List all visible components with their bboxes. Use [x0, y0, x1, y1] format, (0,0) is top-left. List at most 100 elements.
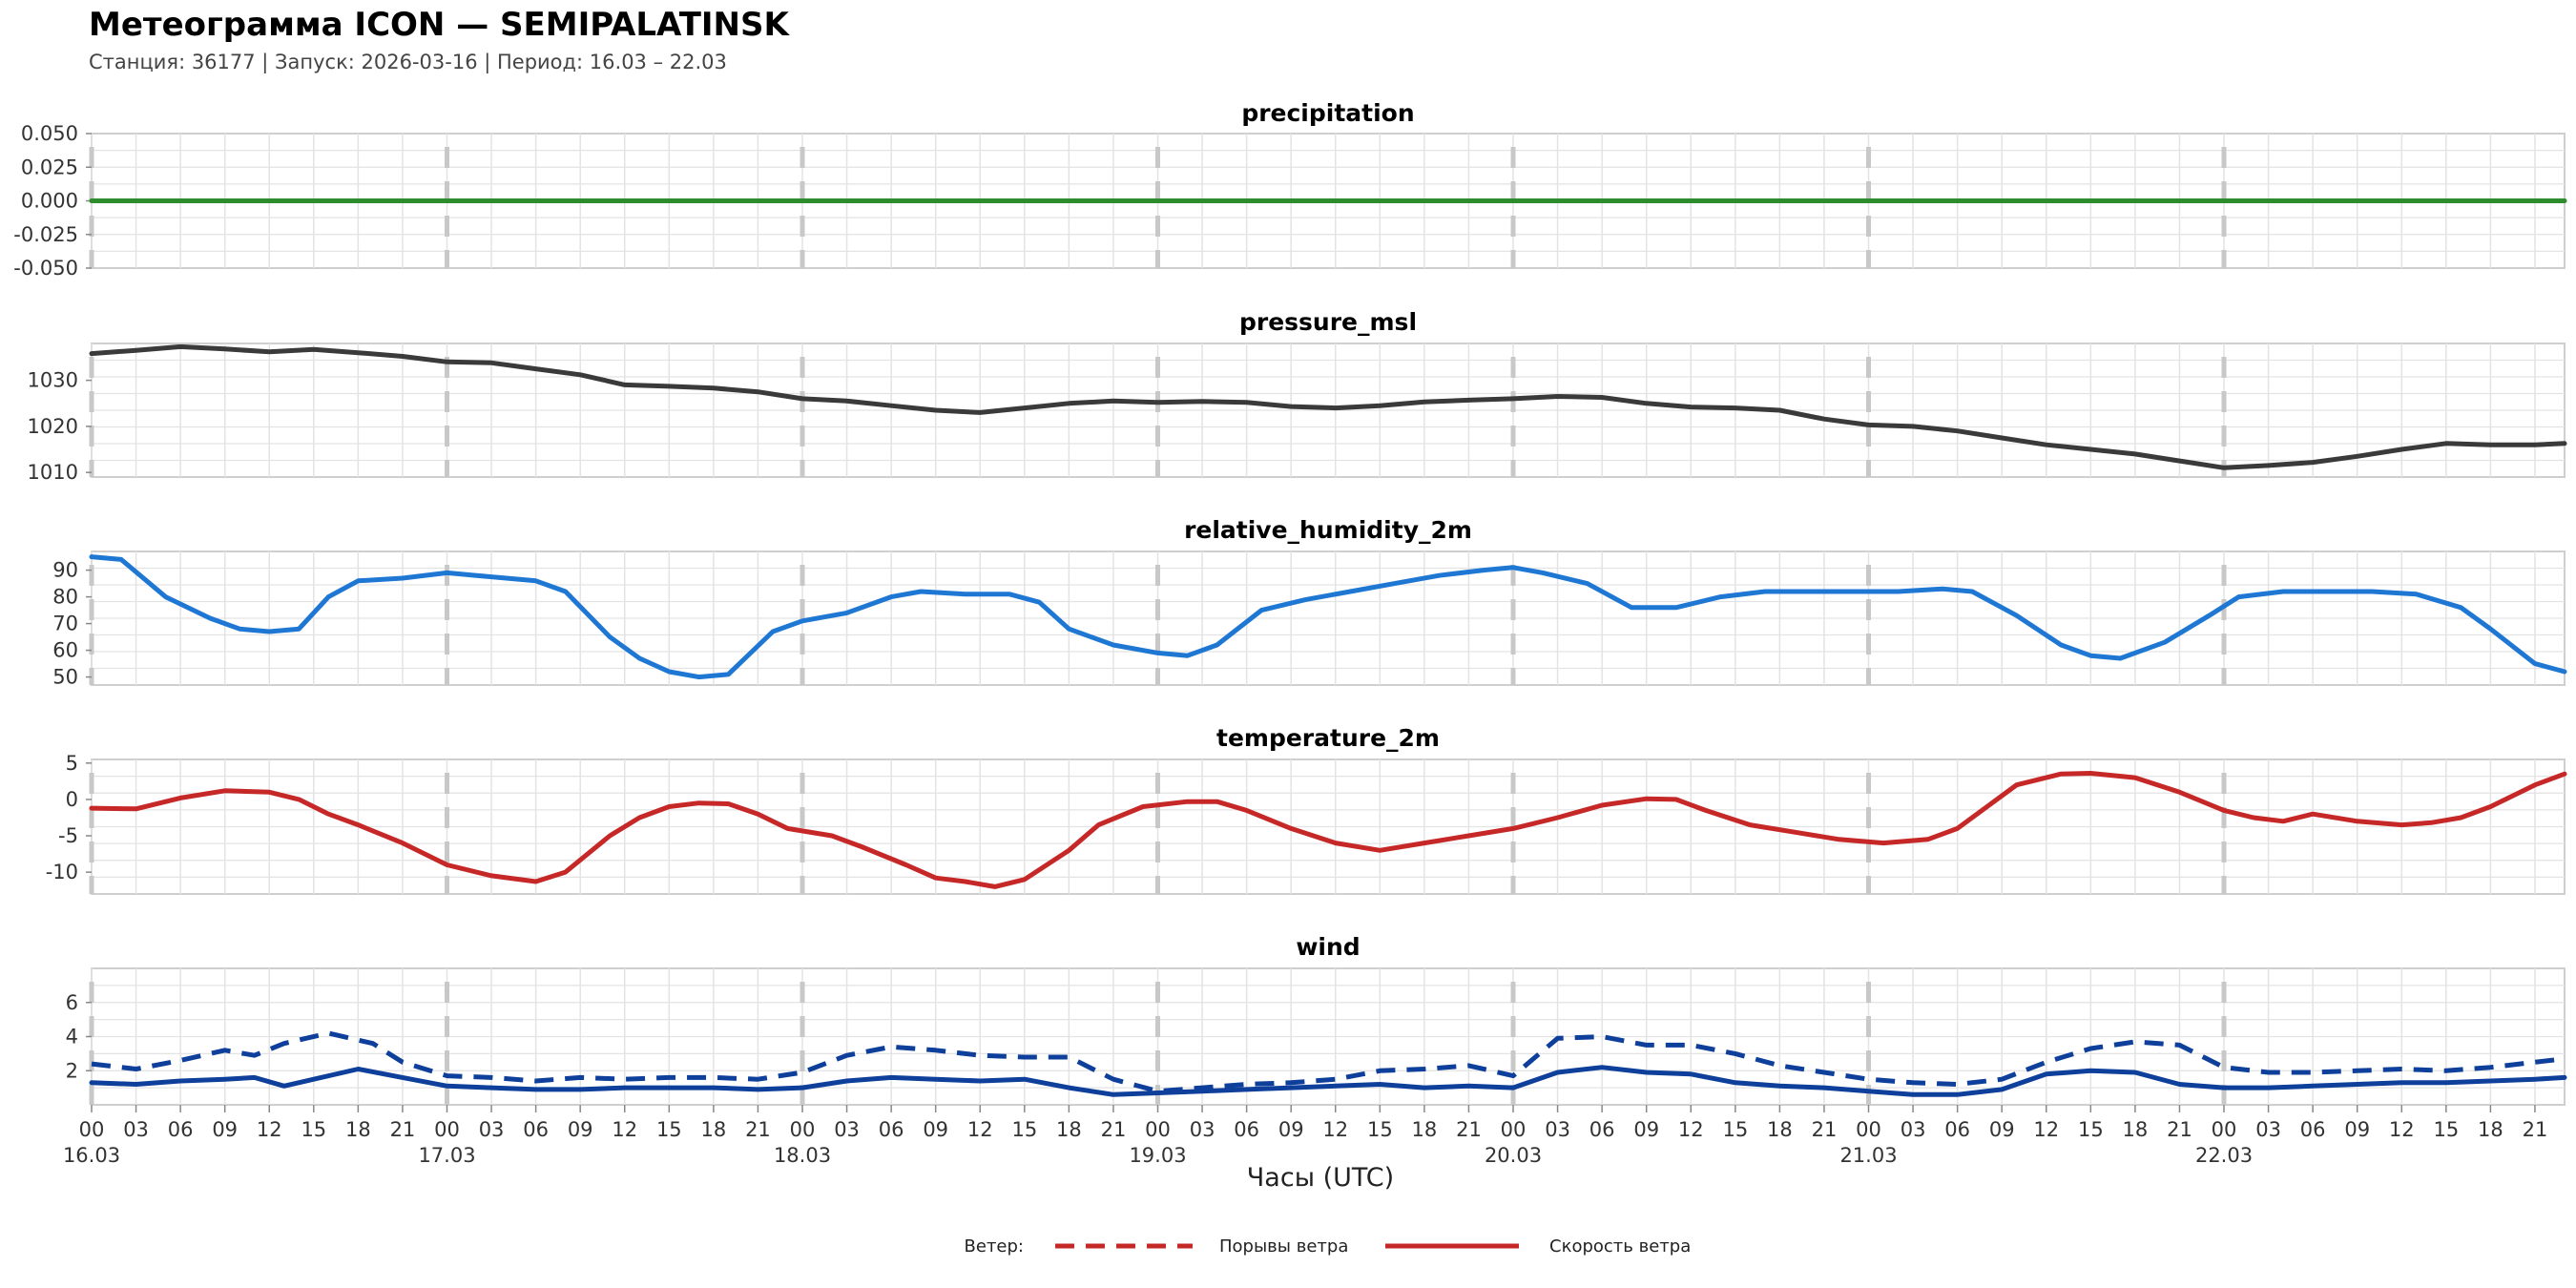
xtick-day-label: 20.03 — [1485, 1144, 1542, 1167]
ytick-label: 70 — [52, 613, 78, 635]
panel-title: pressure_msl — [1239, 308, 1417, 336]
xtick-hour-label: 18 — [1056, 1118, 1082, 1141]
xtick-day-label: 22.03 — [2195, 1144, 2253, 1167]
xtick-hour-label: 06 — [168, 1118, 194, 1141]
xtick-day-label: 17.03 — [418, 1144, 475, 1167]
xtick-hour-label: 06 — [2300, 1118, 2326, 1141]
xtick-hour-label: 00 — [1145, 1118, 1171, 1141]
ytick-label: -0.025 — [13, 223, 78, 246]
xtick-day-label: 16.03 — [63, 1144, 120, 1167]
x-axis: 00 03 06 09 12 15 18 21 00 03 06 09 12 15 18 21 00 03 06 09… — [63, 1105, 2547, 1193]
series-line-wind-1 — [89, 1065, 2567, 1097]
xtick-hour-label: 06 — [1589, 1118, 1615, 1141]
xtick-hour-label: 03 — [2255, 1118, 2281, 1141]
panel-pressure_msl: 1010 1020 1030 pressure_msl — [28, 308, 2567, 484]
xtick-hour-label: 12 — [612, 1118, 637, 1141]
panel-relative_humidity_2m: 50 60 70 80 90 relative_humidity_2m — [52, 516, 2567, 689]
xtick-hour-label: 15 — [1367, 1118, 1393, 1141]
panel-temperature_2m: -10 -5 0 5 temperature_2m — [46, 724, 2567, 895]
xtick-hour-label: 12 — [2033, 1118, 2059, 1141]
panel-title: temperature_2m — [1216, 724, 1440, 752]
xtick-hour-label: 03 — [479, 1118, 505, 1141]
xtick-hour-label: 00 — [790, 1118, 816, 1141]
xtick-hour-label: 06 — [879, 1118, 904, 1141]
xtick-hour-label: 09 — [1633, 1118, 1659, 1141]
ytick-label: 90 — [52, 559, 78, 582]
xtick-hour-label: 03 — [1190, 1118, 1215, 1141]
xtick-hour-label: 21 — [1812, 1118, 1838, 1141]
ytick-label: 0.000 — [21, 190, 78, 213]
legend-entry-label: Скорость ветра — [1549, 1236, 1691, 1257]
series-line-pressure_msl — [89, 343, 2567, 470]
panel-title: precipitation — [1241, 99, 1414, 127]
ytick-label: 2 — [66, 1059, 78, 1082]
xtick-day-label: 18.03 — [774, 1144, 831, 1167]
ytick-label: -5 — [58, 824, 78, 847]
series-line-temperature_2m — [89, 771, 2567, 889]
xtick-day-label: 21.03 — [1839, 1144, 1897, 1167]
legend: Ветер: Порывы ветра Скорость ветра — [965, 1236, 1692, 1257]
xtick-hour-label: 18 — [1412, 1118, 1438, 1141]
xtick-hour-label: 03 — [834, 1118, 860, 1141]
xtick-hour-label: 18 — [2478, 1118, 2503, 1141]
xtick-hour-label: 00 — [2212, 1118, 2237, 1141]
xtick-hour-label: 15 — [2433, 1118, 2459, 1141]
xtick-hour-label: 18 — [701, 1118, 727, 1141]
xtick-hour-label: 03 — [1901, 1118, 1926, 1141]
xtick-hour-label: 12 — [2389, 1118, 2415, 1141]
xtick-day-label: 19.03 — [1129, 1144, 1186, 1167]
xtick-hour-label: 09 — [1278, 1118, 1304, 1141]
chart-subtitle: Станция: 36177 | Запуск: 2026-03-16 | Пе… — [89, 51, 727, 73]
xtick-hour-label: 21 — [745, 1118, 771, 1141]
xtick-hour-label: 18 — [2123, 1118, 2149, 1141]
ytick-label: 4 — [66, 1026, 78, 1049]
chart-title: Метеограмма ICON — SEMIPALATINSK — [89, 6, 789, 44]
xtick-hour-label: 12 — [257, 1118, 282, 1141]
ytick-label: -10 — [46, 861, 78, 883]
ytick-label: 1010 — [28, 461, 78, 484]
xtick-hour-label: 09 — [1989, 1118, 2015, 1141]
ytick-label: 0 — [66, 788, 78, 811]
ytick-label: 80 — [52, 586, 78, 609]
ytick-label: 50 — [52, 666, 78, 689]
ytick-label: 1020 — [28, 415, 78, 438]
ytick-label: 0.050 — [21, 122, 78, 145]
xtick-hour-label: 00 — [1501, 1118, 1527, 1141]
series-line-wind-0 — [91, 1030, 2566, 1094]
xtick-hour-label: 00 — [79, 1118, 105, 1141]
xtick-hour-label: 21 — [390, 1118, 416, 1141]
xtick-hour-label: 09 — [2344, 1118, 2370, 1141]
xtick-hour-label: 21 — [2523, 1118, 2548, 1141]
xtick-hour-label: 18 — [345, 1118, 371, 1141]
ytick-label: 1030 — [28, 369, 78, 392]
xtick-hour-label: 15 — [1011, 1118, 1037, 1141]
xtick-hour-label: 12 — [967, 1118, 993, 1141]
legend-entry-label: Порывы ветра — [1219, 1236, 1348, 1257]
panel-wind: 2 4 6 wind — [66, 933, 2567, 1106]
ytick-label: -0.050 — [13, 257, 78, 280]
xtick-hour-label: 06 — [1944, 1118, 1970, 1141]
series-line-relative_humidity_2m — [89, 554, 2567, 680]
ytick-label: 6 — [66, 991, 78, 1014]
xtick-hour-label: 15 — [301, 1118, 326, 1141]
xtick-hour-label: 15 — [656, 1118, 682, 1141]
xtick-hour-label: 21 — [1456, 1118, 1482, 1141]
legend-title: Ветер: — [965, 1236, 1024, 1257]
xtick-hour-label: 03 — [123, 1118, 149, 1141]
xtick-hour-label: 21 — [2167, 1118, 2192, 1141]
xtick-hour-label: 06 — [1234, 1118, 1259, 1141]
ytick-label: 0.025 — [21, 156, 78, 178]
xtick-hour-label: 03 — [1545, 1118, 1570, 1141]
x-axis-label: Часы (UTC) — [1247, 1163, 1394, 1193]
xtick-hour-label: 15 — [2078, 1118, 2104, 1141]
panel-title: relative_humidity_2m — [1184, 516, 1472, 544]
xtick-hour-label: 06 — [523, 1118, 549, 1141]
xtick-hour-label: 00 — [434, 1118, 460, 1141]
ytick-label: 5 — [66, 752, 78, 775]
xtick-hour-label: 18 — [1767, 1118, 1793, 1141]
xtick-hour-label: 00 — [1856, 1118, 1881, 1141]
xtick-hour-label: 15 — [1722, 1118, 1748, 1141]
ytick-label: 60 — [52, 639, 78, 662]
xtick-hour-label: 09 — [923, 1118, 948, 1141]
